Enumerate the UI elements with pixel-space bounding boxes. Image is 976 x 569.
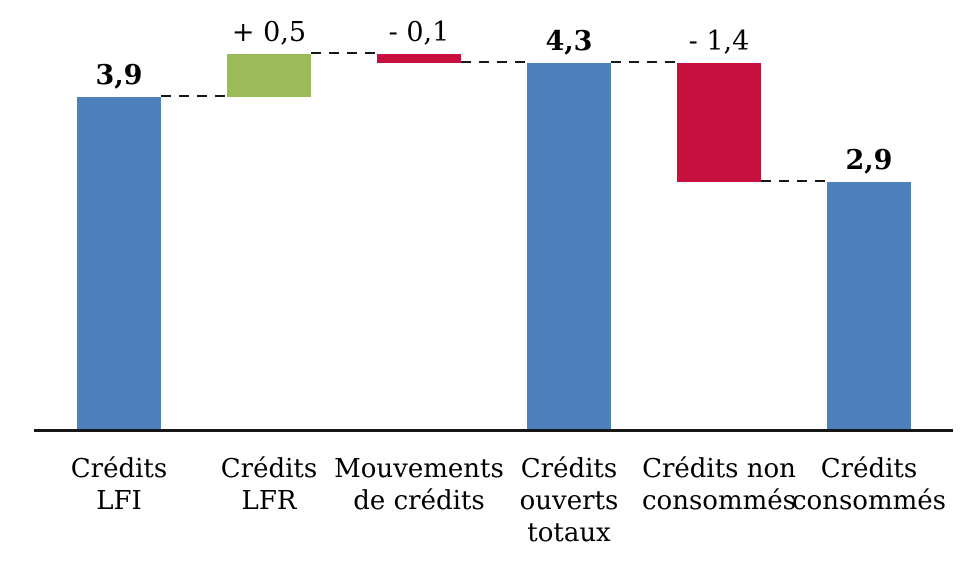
- connector-credits-ouverts-totaux-to-credits-non-consommes: [611, 60, 679, 63]
- bar-credits-lfr: [227, 54, 311, 97]
- connector-credits-lfi-to-credits-lfr: [161, 94, 229, 97]
- category-label-mouvements-de-credits: Mouvements de crédits: [334, 454, 504, 516]
- connector-credits-non-consommes-to-credits-consommes: [761, 179, 829, 182]
- value-label-credits-non-consommes: - 1,4: [688, 25, 750, 57]
- value-label-mouvements-de-credits: - 0,1: [388, 17, 450, 49]
- value-label-credits-consommes: 2,9: [845, 144, 893, 176]
- category-label-credits-ouverts-totaux: Crédits ouverts totaux: [519, 454, 619, 548]
- bar-mouvements-de-credits: [377, 54, 461, 63]
- bar-credits-non-consommes: [677, 62, 761, 182]
- connector-mouvements-de-credits-to-credits-ouverts-totaux: [461, 60, 529, 63]
- category-label-credits-non-consommes: Crédits non consommés: [642, 454, 796, 516]
- bar-credits-consommes: [827, 181, 911, 429]
- bar-credits-lfi: [77, 96, 161, 429]
- category-label-credits-lfr: Crédits LFR: [220, 454, 318, 516]
- value-label-credits-lfi: 3,9: [95, 59, 143, 91]
- value-label-credits-lfr: + 0,5: [231, 17, 307, 49]
- x-axis-line: [34, 429, 953, 432]
- connector-credits-lfr-to-mouvements-de-credits: [311, 52, 379, 55]
- category-label-credits-consommes: Crédits consommés: [792, 454, 946, 516]
- bar-credits-ouverts-totaux: [527, 62, 611, 429]
- value-label-credits-ouverts-totaux: 4,3: [545, 25, 593, 57]
- category-label-credits-lfi: Crédits LFI: [70, 454, 168, 516]
